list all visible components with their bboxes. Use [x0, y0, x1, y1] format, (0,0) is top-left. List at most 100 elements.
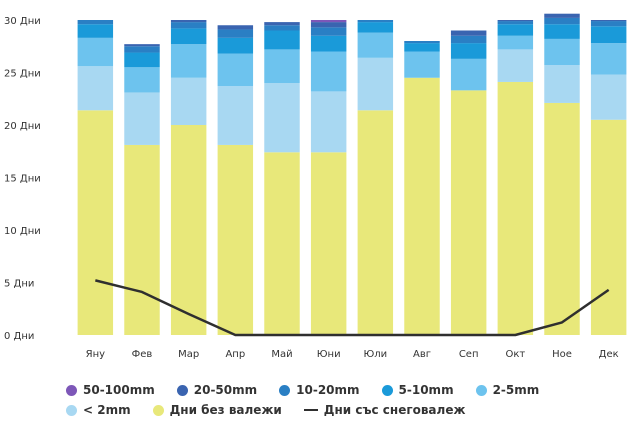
bar-segment — [170, 28, 207, 45]
y-tick-label: 10 Дни — [4, 226, 41, 237]
bar-segment — [77, 110, 114, 335]
bar-segment — [497, 81, 534, 335]
bar-segment — [310, 35, 347, 52]
legend-label: 5-10mm — [398, 383, 454, 397]
legend-swatch — [176, 384, 188, 396]
x-tick-label: Апр — [225, 349, 245, 360]
bar-segment — [217, 53, 254, 87]
stacked-bar-chart: 0 Дни 5 Дни 10 Дни 15 Дни 20 Дни 25 Дни 30 Дни… — [4, 13, 627, 360]
bar-segment — [170, 20, 207, 23]
bar-segment — [404, 51, 440, 78]
x-tick-label: Юни — [317, 349, 341, 360]
bar-segment — [124, 67, 160, 93]
bar-segment — [450, 35, 487, 44]
legend-swatch — [475, 384, 487, 396]
legend-swatch — [381, 384, 393, 396]
bar-segment — [217, 144, 254, 335]
x-tick-label: Май — [271, 349, 292, 360]
x-tick-label: Ное — [552, 349, 572, 360]
bar-segment — [77, 24, 114, 38]
bar-segment — [77, 37, 114, 67]
legend-row-2: < 2mm Дни без валежи Дни със снеговалеж — [66, 400, 626, 420]
x-tick-label: Авг — [413, 349, 431, 360]
bar-segment — [310, 27, 347, 36]
legend-swatch — [279, 384, 291, 396]
bar-segment — [170, 44, 207, 78]
bar-segment — [124, 144, 160, 335]
bar-segment — [544, 38, 580, 66]
legend-item-20-50mm: 20-50mm — [176, 383, 258, 397]
bar-segment — [544, 102, 580, 335]
legend-item-lt-2mm: < 2mm — [66, 403, 131, 417]
legend-item-dry-days: Дни без валежи — [152, 403, 282, 417]
x-tick-label: Юли — [363, 349, 387, 360]
x-tick-label: Окт — [505, 349, 525, 360]
x-tick-label: Фев — [132, 349, 153, 360]
bar-segment — [77, 20, 114, 25]
bar-segment — [544, 24, 580, 39]
bar-segment — [357, 20, 394, 23]
bar-segment — [310, 20, 347, 23]
y-tick-label: 5 Дни — [4, 279, 34, 290]
legend-label: < 2mm — [83, 403, 131, 417]
bar-segment — [170, 22, 207, 29]
legend-label: Дни без валежи — [169, 403, 282, 417]
bar-segment — [310, 91, 347, 153]
y-tick-label: 0 Дни — [4, 331, 34, 342]
bar-segment — [497, 20, 534, 22]
bar-segment — [590, 119, 627, 335]
bar-segment — [404, 43, 440, 52]
bar-segment — [544, 65, 580, 103]
bar-segment — [544, 17, 580, 25]
bar-segment — [170, 125, 207, 335]
bar-segment — [124, 92, 160, 145]
bar-segment — [590, 20, 627, 22]
bar-segment — [264, 83, 300, 153]
bar-segment — [404, 77, 440, 335]
legend-swatch — [66, 404, 77, 416]
bar-segment — [310, 51, 347, 92]
bar-segment — [357, 22, 394, 33]
y-tick-label: 15 Дни — [4, 174, 41, 185]
bar-segment — [450, 30, 487, 36]
x-tick-label: Дек — [599, 349, 619, 360]
bar-segment — [590, 74, 627, 120]
bar-segment — [264, 152, 300, 335]
bar-segment — [450, 43, 487, 59]
bar-segment — [124, 44, 160, 47]
bar-segment — [264, 25, 300, 31]
bar-segment — [124, 46, 160, 53]
x-tick-label: Сеп — [459, 349, 479, 360]
legend-row-1: 50-100mm 20-50mm 10-20mm 5-10mm 2-5mm — [66, 380, 626, 400]
legend-label: 2-5mm — [492, 383, 540, 397]
y-tick-label: 25 Дни — [4, 69, 41, 80]
bar-segment — [217, 25, 254, 30]
legend-line-swatch — [303, 409, 318, 411]
legend-item-5-10mm: 5-10mm — [381, 383, 454, 397]
bar-segment — [77, 66, 114, 111]
bar-segment — [310, 22, 347, 28]
chart-legend: 50-100mm 20-50mm 10-20mm 5-10mm 2-5mm < … — [66, 380, 626, 420]
bar-segment — [497, 49, 534, 82]
x-tick-label: Мар — [178, 349, 199, 360]
bar-segment — [217, 29, 254, 38]
legend-item-10-20mm: 10-20mm — [279, 383, 360, 397]
bar-segment — [497, 24, 534, 36]
bar-segment — [217, 37, 254, 54]
bar-segment — [264, 49, 300, 83]
bar-segment — [357, 57, 394, 111]
bar-segment — [264, 22, 300, 26]
bar-segment — [450, 58, 487, 91]
bar-segment — [217, 86, 254, 145]
bar-segment — [590, 26, 627, 44]
legend-item-50-100mm: 50-100mm — [66, 383, 155, 397]
legend-label: 20-50mm — [193, 383, 258, 397]
bar-segment — [357, 110, 394, 335]
legend-label: 10-20mm — [296, 383, 360, 397]
bar-segment — [264, 30, 300, 50]
legend-swatch — [66, 384, 77, 396]
bar-segment — [497, 21, 534, 25]
bar-segment — [170, 77, 207, 125]
bar-segment — [310, 152, 347, 335]
bar-segment — [590, 43, 627, 75]
